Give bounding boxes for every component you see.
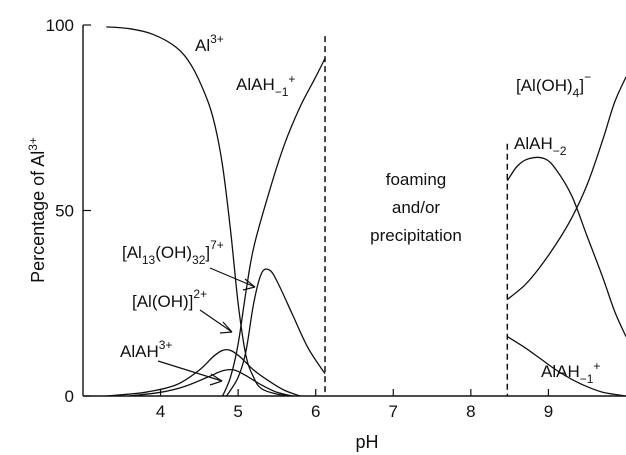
series-line-aloh4 [506,76,626,301]
y-tick-label-50: 50 [55,202,74,221]
label-alah-minus2: AlAH−2 [514,134,567,158]
x-axis-label: pH [355,432,378,452]
label-al13: [Al13(OH)32]7+ [122,238,224,267]
series-line-al3 [106,26,293,397]
y-axis-label: Percentage of Al3+ [26,137,48,283]
label-aloh: [Al(OH)]2+ [132,287,207,311]
arrow-al13 [209,267,256,291]
x-tick-label-9: 9 [544,402,553,421]
x-tick-label-6: 6 [311,402,320,421]
y-tick-label-0: 0 [65,387,74,406]
series-line-aloh [106,348,301,397]
arrow-alah3 [157,360,223,386]
label-alah3: AlAH3+ [120,338,172,361]
x-tick-label-5: 5 [233,402,242,421]
axis-ticks: 4 5 6 7 8 9 0 50 100 [46,16,554,421]
series-line-alah_m1 [222,58,326,397]
label-alah-minus1: AlAH−1+ [236,72,295,99]
label-al3: Al3+ [195,32,224,55]
series-line-al13 [225,268,326,397]
series-line-alah_m2 [506,156,626,337]
series-line-alah3 [129,368,293,397]
label-aloh4: [Al(OH)4]− [516,70,591,100]
foaming-annotation-line-1: foaming [386,170,446,189]
series-line-alah_m1_high [506,336,626,397]
label-alah-minus1-high: AlAH−1+ [541,359,600,386]
x-tick-label-7: 7 [389,402,398,421]
y-tick-label-100: 100 [46,16,74,35]
arrow-aloh [199,309,233,334]
foaming-annotation-line-2: and/or [392,198,441,217]
x-tick-label-8: 8 [466,402,475,421]
foaming-annotation-line-3: precipitation [370,226,462,245]
series-curves [106,26,626,397]
x-tick-label-4: 4 [156,402,165,421]
